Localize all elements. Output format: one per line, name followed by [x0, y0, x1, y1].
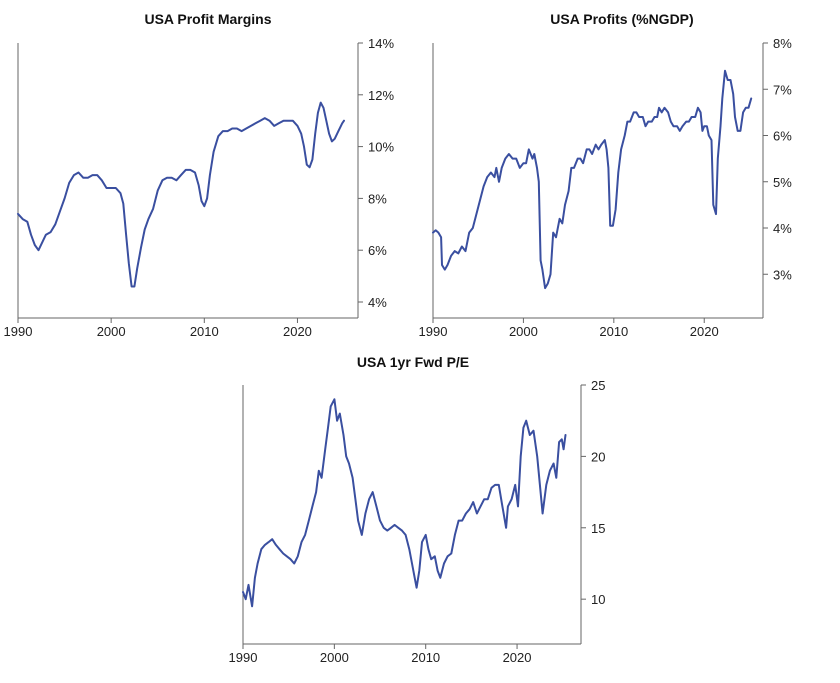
x-tick-label: 2000 [320, 650, 349, 665]
tick-labels: 1990 2000 2010 2020 4% 6% 8% 10% 12% 14% [4, 36, 395, 339]
y-tick-label: 20 [591, 449, 605, 464]
chart-profits-ngdp: USA Profits (%NGDP) 1990 2000 2010 2020 3% 4%… [419, 11, 793, 339]
chart-title: USA Profit Margins [144, 11, 271, 27]
y-tick-label: 15 [591, 521, 605, 536]
x-tick-label: 1990 [419, 324, 448, 339]
series-line [242, 398, 567, 608]
series-line [17, 101, 345, 288]
chart-title: USA Profits (%NGDP) [550, 11, 693, 27]
x-tick-label: 2000 [97, 324, 126, 339]
y-tick-label: 7% [773, 82, 792, 97]
tick-labels: 1990 2000 2010 2020 10 15 20 25 [229, 378, 606, 665]
y-tick-label: 4% [368, 295, 387, 310]
chart-axes [432, 42, 768, 323]
chart-profit-margins: USA Profit Margins 1990 2000 2010 2020 4% 6% 8… [4, 11, 395, 339]
chart-axes [242, 384, 586, 649]
y-tick-label: 4% [773, 221, 792, 236]
y-tick-label: 12% [368, 88, 394, 103]
chart-title: USA 1yr Fwd P/E [357, 354, 469, 370]
y-tick-label: 5% [773, 175, 792, 190]
x-tick-label: 2010 [411, 650, 440, 665]
y-tick-label: 6% [773, 129, 792, 144]
y-tick-label: 10 [591, 592, 605, 607]
y-tick-label: 14% [368, 36, 394, 51]
y-tick-label: 3% [773, 267, 792, 282]
x-tick-label: 1990 [229, 650, 258, 665]
y-tick-label: 8% [368, 191, 387, 206]
x-tick-label: 2010 [599, 324, 628, 339]
y-tick-label: 8% [773, 36, 792, 51]
x-tick-label: 1990 [4, 324, 33, 339]
tick-labels: 1990 2000 2010 2020 3% 4% 5% 6% 7% 8% [419, 36, 793, 339]
y-tick-label: 6% [368, 243, 387, 258]
x-tick-label: 2000 [509, 324, 538, 339]
y-tick-label: 10% [368, 140, 394, 155]
x-tick-label: 2020 [690, 324, 719, 339]
x-tick-label: 2010 [190, 324, 219, 339]
series-line [432, 69, 753, 290]
x-tick-label: 2020 [283, 324, 312, 339]
chart-fwd-pe: USA 1yr Fwd P/E 1990 2000 2010 2020 10 15 20 25 [229, 354, 606, 665]
x-tick-label: 2020 [503, 650, 532, 665]
y-tick-label: 25 [591, 378, 605, 393]
chart-axes [17, 42, 363, 323]
